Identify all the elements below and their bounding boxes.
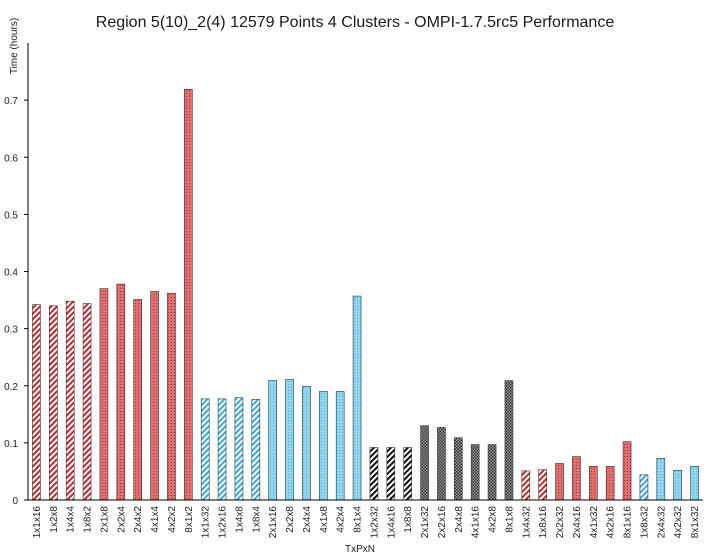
y-tick-label: 0.6 xyxy=(4,153,18,164)
bar-8x1x4 xyxy=(352,295,362,501)
bar-1x4x32 xyxy=(521,470,531,501)
bar-2x4x8 xyxy=(454,437,463,501)
bar-2x2x16 xyxy=(437,427,446,501)
bar-2x4x4 xyxy=(302,386,311,501)
x-tick-label: 2x1x16 xyxy=(268,506,279,539)
x-tick-label: 2x1x8 xyxy=(99,506,110,533)
bar-4x2x4 xyxy=(335,391,345,501)
bar-series xyxy=(32,88,699,501)
bar-2x2x8 xyxy=(285,379,294,501)
bar-8x1x2 xyxy=(184,88,193,501)
y-axis-label: Time (hours) xyxy=(9,18,20,74)
x-tick-label: 2x2x32 xyxy=(555,506,566,539)
x-tick-label: 8x1x4 xyxy=(353,506,364,533)
x-tick-label: 1x1x16 xyxy=(32,506,43,539)
x-tick-label: 4x1x4 xyxy=(150,506,161,533)
bar-4x1x8 xyxy=(319,391,328,501)
x-tick-label: 1x2x8 xyxy=(49,506,60,533)
x-tick-label: 1x8x16 xyxy=(538,506,549,539)
x-tick-label: 2x4x8 xyxy=(454,506,465,533)
x-axis-ticks: 1x1x16 1x2x8 1x4x4 1x8x2 2x1x8 2x2x4 2x4x2 4x1x… xyxy=(32,506,701,539)
y-tick-label: 0 xyxy=(12,496,18,507)
bar-1x8x8 xyxy=(403,447,412,501)
bar-2x1x16 xyxy=(268,380,277,501)
y-axis-ticks: 0 0.1 0.2 0.3 0.4 0.5 0.6 0.7 xyxy=(4,96,28,507)
bar-2x4x16 xyxy=(572,456,581,501)
x-tick-label: 2x2x8 xyxy=(285,506,296,533)
x-tick-label: 4x1x8 xyxy=(319,506,330,533)
bar-1x8x4 xyxy=(251,399,261,501)
bar-4x2x8 xyxy=(487,444,497,501)
x-tick-label: 1x8x8 xyxy=(403,506,414,533)
chart-title: Region 5(10)_2(4) 12579 Points 4 Cluster… xyxy=(96,14,615,31)
x-tick-label: 8x1x32 xyxy=(690,506,701,539)
bar-4x2x2 xyxy=(167,292,176,501)
x-tick-label: 1x1x32 xyxy=(201,506,212,539)
x-tick-label: 1x8x4 xyxy=(251,506,262,533)
x-tick-label: 4x1x16 xyxy=(471,506,482,539)
x-tick-label: 4x2x2 xyxy=(167,506,178,533)
bar-2x4x32 xyxy=(656,457,666,501)
bar-1x1x16 xyxy=(32,304,41,501)
x-tick-label: 2x4x2 xyxy=(133,506,144,533)
bar-4x1x4 xyxy=(150,291,159,501)
x-tick-label: 4x2x16 xyxy=(606,506,617,539)
x-tick-label: 2x2x16 xyxy=(437,506,448,539)
x-tick-label: 1x8x2 xyxy=(83,506,94,533)
bar-1x2x8 xyxy=(49,305,58,501)
x-tick-label: 1x2x32 xyxy=(369,506,380,539)
x-tick-label: 1x4x4 xyxy=(66,506,77,533)
y-tick-label: 0.3 xyxy=(4,325,18,336)
bar-1x4x8 xyxy=(234,397,244,501)
bar-4x1x16 xyxy=(470,444,480,501)
y-tick-label: 0.2 xyxy=(4,382,18,393)
bar-1x8x32 xyxy=(639,474,649,501)
y-tick-label: 0.1 xyxy=(4,439,18,450)
y-tick-label: 0.4 xyxy=(4,268,18,279)
x-tick-label: 2x1x32 xyxy=(420,506,431,539)
bar-2x2x4 xyxy=(116,283,126,501)
bar-1x2x16 xyxy=(217,398,227,501)
bar-4x1x32 xyxy=(589,465,598,501)
bar-1x4x16 xyxy=(386,447,396,501)
bar-8x1x32 xyxy=(690,465,699,501)
x-tick-label: 8x1x2 xyxy=(184,506,195,533)
y-tick-label: 0.5 xyxy=(4,210,18,221)
x-tick-label: 4x2x32 xyxy=(673,506,684,539)
x-axis-label: TxPxN xyxy=(345,544,375,555)
bar-2x2x32 xyxy=(555,463,564,501)
x-tick-label: 8x1x16 xyxy=(623,506,634,539)
x-tick-label: 4x2x4 xyxy=(336,506,347,533)
x-tick-label: 2x4x32 xyxy=(656,506,667,539)
x-tick-label: 1x8x32 xyxy=(639,506,650,539)
bar-1x8x16 xyxy=(538,469,547,501)
bar-2x4x2 xyxy=(133,299,142,501)
bar-8x1x8 xyxy=(504,380,514,501)
bar-2x1x8 xyxy=(99,288,109,501)
x-tick-label: 2x4x16 xyxy=(572,506,583,539)
bar-1x2x32 xyxy=(369,447,379,501)
x-tick-label: 8x1x8 xyxy=(504,506,515,533)
bar-4x2x16 xyxy=(605,465,615,501)
x-tick-label: 1x4x16 xyxy=(386,506,397,539)
x-tick-label: 1x4x32 xyxy=(521,506,532,539)
x-tick-label: 4x1x32 xyxy=(589,506,600,539)
bar-4x2x32 xyxy=(673,469,682,501)
x-tick-label: 1x4x8 xyxy=(234,506,245,533)
x-tick-label: 2x2x4 xyxy=(116,506,127,533)
bar-2x1x32 xyxy=(420,425,429,501)
x-tick-label: 1x2x16 xyxy=(218,506,229,539)
y-tick-label: 0.7 xyxy=(4,96,18,107)
bar-8x1x16 xyxy=(622,441,632,501)
x-tick-label: 2x4x4 xyxy=(302,506,313,533)
x-tick-label: 4x2x8 xyxy=(488,506,499,533)
bar-1x4x4 xyxy=(65,300,75,501)
bar-1x8x2 xyxy=(82,303,92,501)
bar-1x1x32 xyxy=(200,398,210,501)
